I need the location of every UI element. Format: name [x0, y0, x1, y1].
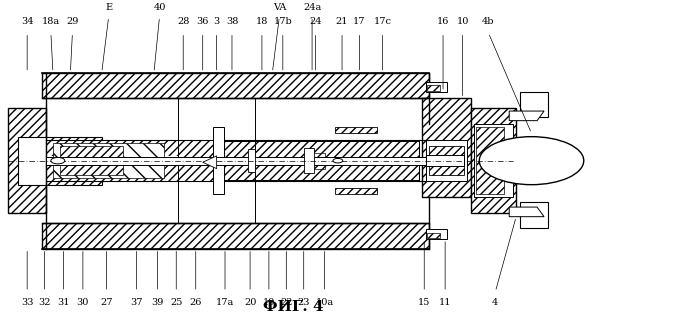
Bar: [426, 229, 447, 239]
Bar: [213, 127, 222, 194]
Text: 39: 39: [151, 298, 163, 307]
Text: 16: 16: [437, 17, 450, 26]
Text: 38: 38: [225, 17, 238, 26]
Text: 30: 30: [77, 298, 89, 307]
Bar: [520, 202, 547, 228]
Bar: [223, 141, 419, 159]
Polygon shape: [510, 111, 544, 121]
Text: 15: 15: [418, 298, 431, 307]
Bar: [8, 108, 46, 214]
Text: 10: 10: [456, 17, 469, 26]
Text: 34: 34: [21, 17, 34, 26]
Bar: [426, 155, 464, 166]
Text: 23: 23: [297, 298, 310, 307]
Text: 28: 28: [177, 17, 189, 26]
Text: 10a: 10a: [315, 298, 334, 307]
Circle shape: [51, 158, 65, 164]
Bar: [471, 108, 517, 214]
Bar: [46, 156, 178, 165]
Bar: [426, 140, 468, 182]
Text: 17c: 17c: [373, 17, 392, 26]
Bar: [311, 153, 325, 169]
Bar: [427, 86, 440, 91]
Text: 19: 19: [262, 298, 275, 307]
Bar: [429, 146, 464, 175]
Text: 17a: 17a: [216, 298, 234, 307]
Text: 18: 18: [255, 17, 268, 26]
Bar: [335, 127, 377, 133]
Text: 24a: 24a: [303, 3, 321, 12]
Text: ФИГ. 4: ФИГ. 4: [263, 300, 324, 314]
Text: 4: 4: [492, 298, 498, 307]
Bar: [178, 140, 255, 159]
Bar: [335, 188, 377, 194]
Text: 33: 33: [21, 298, 34, 307]
Bar: [223, 159, 419, 162]
Text: 20: 20: [244, 298, 256, 307]
Text: 17: 17: [353, 17, 366, 26]
Text: 21: 21: [336, 17, 348, 26]
Text: 37: 37: [131, 298, 143, 307]
Circle shape: [480, 137, 584, 185]
Text: 24: 24: [309, 17, 322, 26]
Bar: [178, 162, 255, 182]
Text: 40: 40: [154, 3, 165, 12]
Text: 29: 29: [66, 17, 79, 26]
Bar: [46, 140, 178, 159]
Bar: [46, 162, 178, 182]
Text: 22: 22: [280, 298, 292, 307]
Bar: [427, 233, 440, 238]
Text: 3: 3: [214, 17, 220, 26]
Bar: [46, 157, 426, 164]
Bar: [304, 148, 314, 173]
Bar: [422, 98, 471, 197]
Bar: [248, 150, 255, 172]
Text: 11: 11: [439, 298, 452, 307]
Bar: [476, 127, 504, 194]
Bar: [18, 137, 46, 185]
Bar: [223, 162, 419, 180]
Text: 32: 32: [38, 298, 51, 307]
Text: 25: 25: [170, 298, 182, 307]
Bar: [43, 73, 429, 98]
Text: 4b: 4b: [482, 17, 495, 26]
Text: 26: 26: [190, 298, 202, 307]
Polygon shape: [202, 156, 216, 169]
Bar: [43, 223, 429, 249]
Bar: [46, 137, 102, 185]
Text: 27: 27: [101, 298, 113, 307]
Text: VA: VA: [273, 3, 286, 12]
Bar: [53, 143, 165, 178]
Bar: [520, 92, 547, 118]
Text: 36: 36: [197, 17, 209, 26]
Bar: [475, 124, 513, 197]
Bar: [213, 127, 223, 194]
Polygon shape: [510, 207, 544, 217]
Text: E: E: [105, 3, 112, 12]
Text: 18a: 18a: [42, 17, 60, 26]
Text: 31: 31: [57, 298, 70, 307]
Bar: [60, 146, 123, 175]
Text: 17b: 17b: [274, 17, 292, 26]
Bar: [426, 82, 447, 92]
Circle shape: [333, 158, 343, 163]
Bar: [46, 159, 178, 162]
